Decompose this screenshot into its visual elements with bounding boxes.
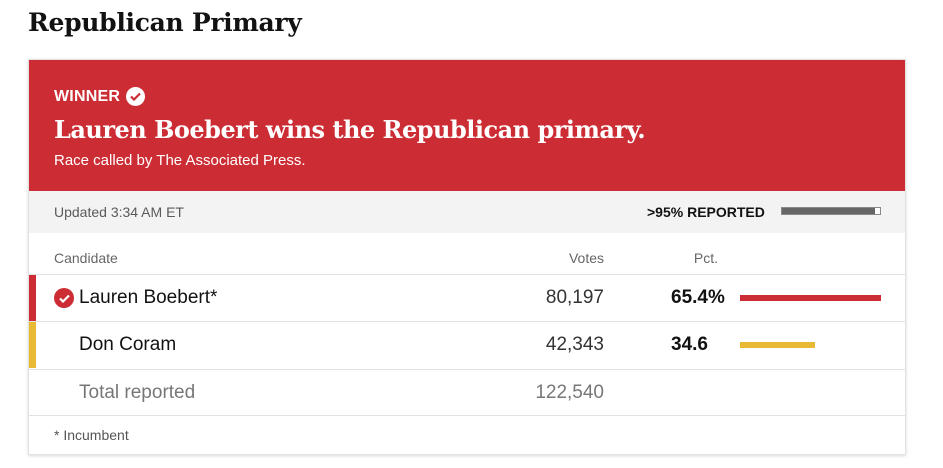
candidate-pct: 65.4%: [671, 287, 725, 308]
total-row: Total reported 122,540: [29, 369, 905, 416]
candidate-votes: 80,197: [545, 287, 604, 308]
header-pct: Pct.: [693, 250, 718, 266]
party-stripe: [29, 322, 36, 368]
reported-progress-fill: [782, 208, 876, 214]
status-bar: Updated 3:34 AM ET >95% REPORTED: [29, 191, 905, 233]
candidate-votes: 42,343: [545, 334, 604, 355]
pct-bar-fill: [740, 342, 815, 348]
pct-bar: [740, 342, 881, 348]
winner-banner: WINNER Lauren Boebert wins the Republica…: [29, 60, 905, 191]
reported-progress-bar: [781, 207, 881, 215]
candidate-name: Don Coram: [79, 334, 177, 355]
winner-row: WINNER: [54, 87, 146, 106]
race-called-note: Race called by The Associated Press.: [54, 152, 306, 169]
total-label: Total reported: [79, 382, 196, 403]
candidate-name: Lauren Boebert*: [79, 287, 218, 308]
total-votes: 122,540: [535, 382, 604, 403]
header-votes: Votes: [568, 250, 604, 266]
checkmark-icon: [126, 87, 146, 106]
incumbent-footnote: * Incumbent: [54, 427, 129, 443]
party-stripe: [29, 275, 36, 321]
candidate-row: Lauren Boebert* 80,197 65.4%: [29, 274, 905, 321]
updated-timestamp: Updated 3:34 AM ET: [54, 204, 184, 220]
winner-label: WINNER: [54, 87, 121, 105]
reported-label: >95% REPORTED: [647, 204, 765, 220]
results-card: WINNER Lauren Boebert wins the Republica…: [28, 59, 906, 455]
header-candidate: Candidate: [54, 250, 118, 266]
winner-headline: Lauren Boebert wins the Republican prima…: [54, 115, 646, 144]
pct-bar-fill: [740, 295, 881, 301]
page-title: Republican Primary: [28, 8, 302, 37]
candidate-pct: 34.6: [671, 334, 708, 355]
candidate-row: Don Coram 42,343 34.6: [29, 321, 905, 368]
winner-checkmark-icon: [54, 288, 74, 308]
pct-bar: [740, 295, 881, 301]
